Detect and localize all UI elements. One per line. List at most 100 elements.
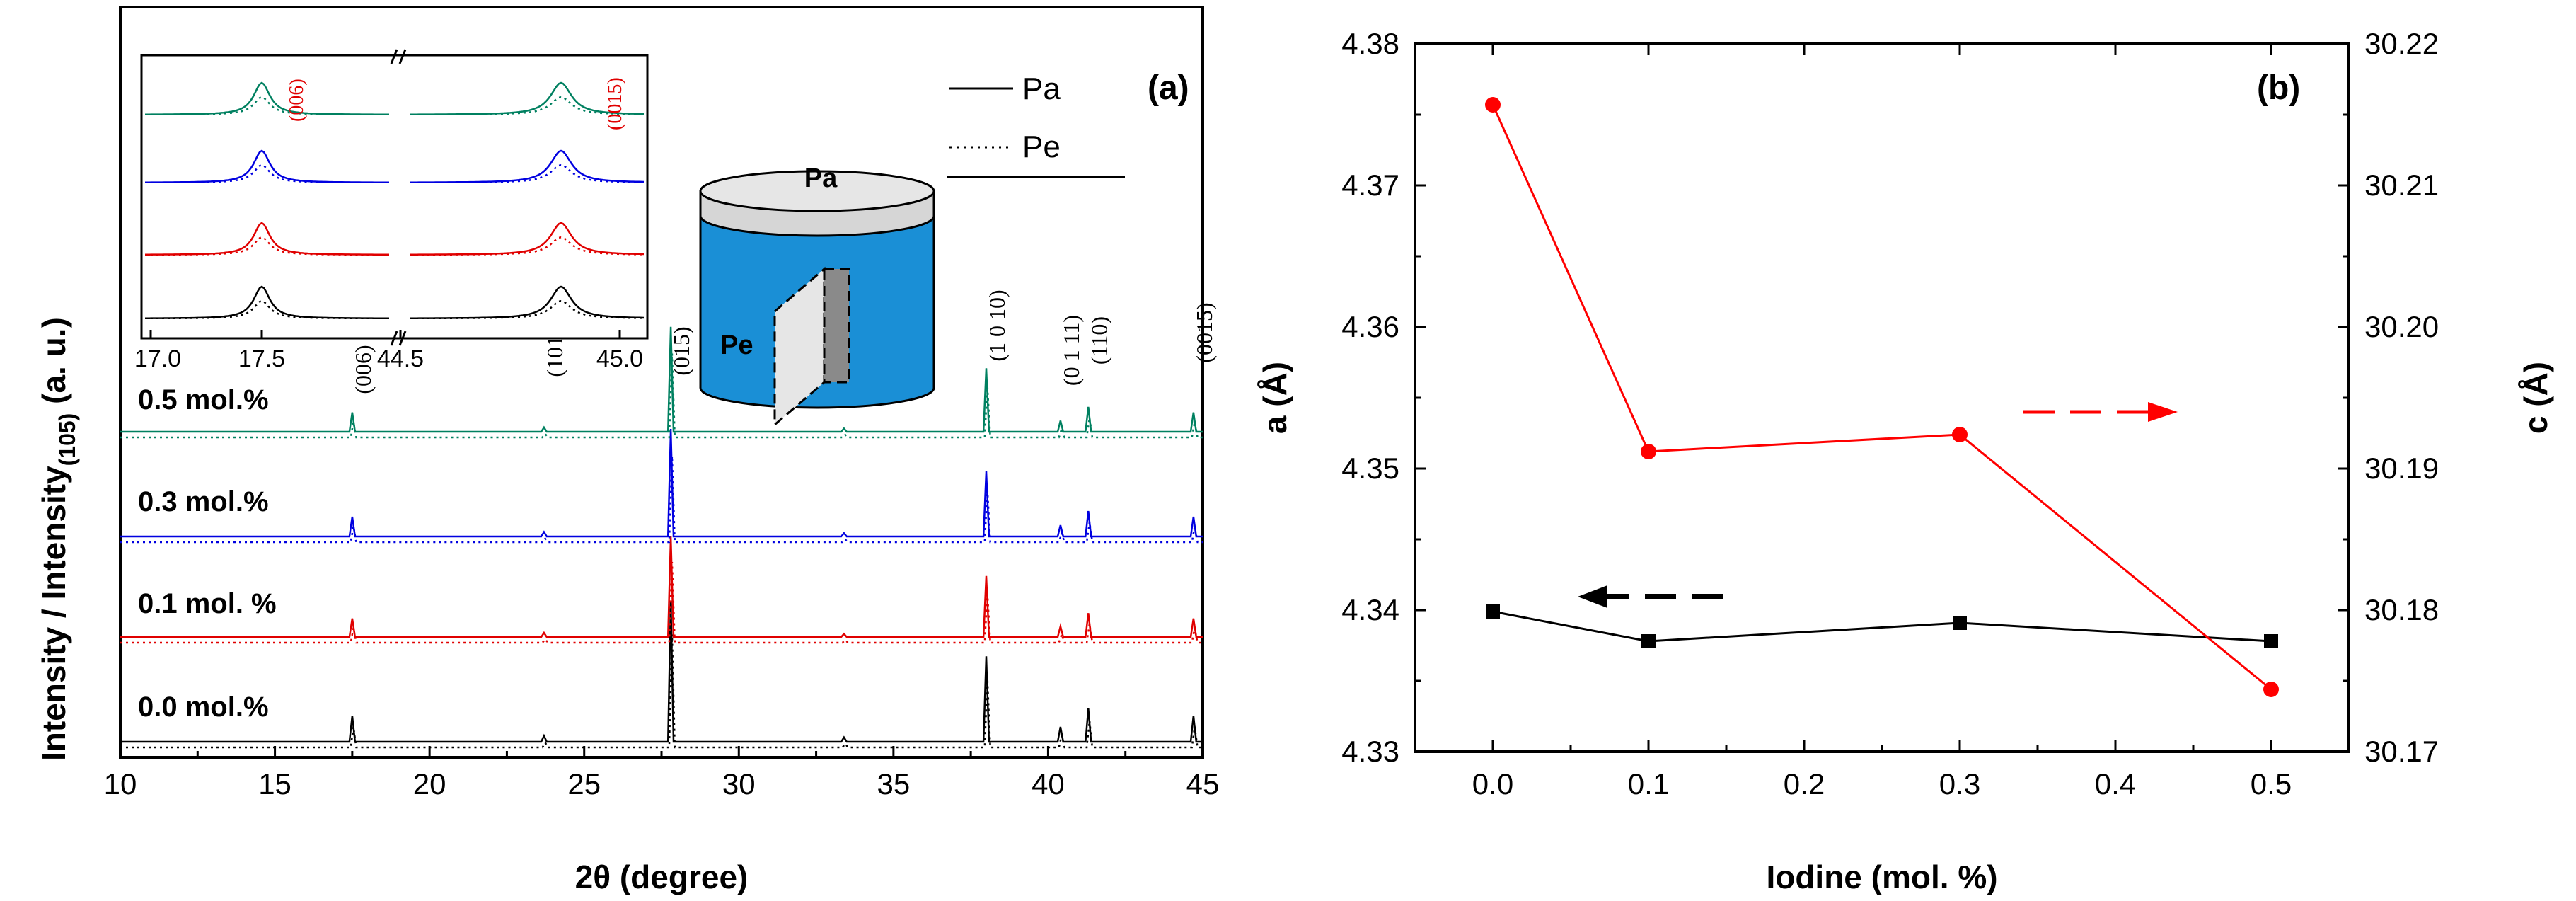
series-line-a bbox=[1492, 610, 2272, 643]
y-tick-label-right: 30.20 bbox=[2364, 310, 2439, 343]
panel-a-traces bbox=[120, 326, 1203, 749]
y-tick-label-left: 4.35 bbox=[1341, 452, 1399, 485]
panel-a-x-ticks: 10 15 20 25 30 35 40 45 bbox=[104, 746, 1220, 800]
cylinder-top bbox=[699, 170, 935, 212]
inset-trace-pa bbox=[410, 222, 645, 256]
x-tick-label: 15 bbox=[258, 767, 291, 800]
inset-trace-pa bbox=[410, 81, 645, 115]
x-tick-label: 25 bbox=[567, 767, 601, 800]
x-tick-label: 0.2 bbox=[1784, 767, 1825, 800]
panel-b-x-axis-title: Iodine (mol. %) bbox=[1766, 859, 1997, 895]
trace-pe-3 bbox=[120, 353, 1203, 439]
panel-a-y-axis-title: Intensity / Intensity(105) (a. u.) bbox=[35, 317, 80, 761]
point-c bbox=[1641, 444, 1656, 459]
trace-pe-0 bbox=[120, 634, 1203, 749]
point-a bbox=[2264, 634, 2278, 648]
peak-label: (006) bbox=[350, 345, 376, 394]
x-tick-label: 0.0 bbox=[1472, 767, 1513, 800]
inset-x-ticks: 17.0 17.5 44.5 45.0 bbox=[134, 330, 643, 372]
y-tick-label-right: 30.18 bbox=[2364, 593, 2439, 626]
y-tick-label-right: 30.21 bbox=[2364, 168, 2439, 202]
series-line-c bbox=[1491, 104, 2272, 691]
y-tick-label-right: 30.22 bbox=[2364, 27, 2439, 60]
slab-side bbox=[823, 268, 850, 384]
point-a bbox=[1486, 604, 1500, 619]
x-tick-label: 0.1 bbox=[1628, 767, 1669, 800]
y-tick-label-right: 30.17 bbox=[2364, 735, 2439, 768]
legend-pa-label: Pa bbox=[1022, 71, 1061, 106]
left-axis-arrow bbox=[1578, 585, 1723, 608]
inset-annotation-0015: (0015) bbox=[604, 77, 626, 130]
peak-label: (0 1 11) bbox=[1058, 315, 1084, 386]
peak-label: (1 0 10) bbox=[984, 289, 1010, 361]
panel-b-x-ticks: 0.0 0.1 0.2 0.3 0.4 0.5 bbox=[1472, 44, 2292, 800]
y-tick-label-left: 4.34 bbox=[1341, 593, 1399, 626]
inset-tick-label: 45.0 bbox=[596, 345, 643, 372]
inset-traces bbox=[145, 81, 645, 320]
point-c bbox=[2263, 682, 2279, 697]
y-tick-label-left: 4.36 bbox=[1341, 310, 1399, 343]
point-c bbox=[1952, 427, 1968, 442]
trace-pa-1 bbox=[120, 536, 1203, 638]
x-tick-label: 0.3 bbox=[1939, 767, 1980, 800]
inset-trace-pe bbox=[145, 236, 390, 256]
inset-axis-break bbox=[390, 49, 407, 346]
y-tick-label-left: 4.38 bbox=[1341, 27, 1399, 60]
point-c bbox=[1485, 97, 1501, 113]
panel-a-label: (a) bbox=[1148, 69, 1189, 107]
right-axis-arrow bbox=[2023, 402, 2178, 422]
inset-trace-pe bbox=[145, 299, 390, 320]
x-tick-label: 0.4 bbox=[2095, 767, 2136, 800]
x-tick-label: 10 bbox=[104, 767, 137, 800]
panel-a-trace-labels: 0.0 mol.% 0.1 mol. % 0.3 mol.% 0.5 mol.% bbox=[138, 384, 277, 723]
inset-trace-pe bbox=[145, 163, 390, 184]
inset-trace-pe bbox=[145, 96, 390, 116]
y-tick-label-left: 4.33 bbox=[1341, 735, 1399, 768]
y-tick-label-right: 30.19 bbox=[2364, 452, 2439, 485]
panel-a-inset: (006) (0015) 17.0 17.5 44.5 45.0 bbox=[134, 49, 649, 372]
trace-label: 0.3 mol.% bbox=[138, 486, 269, 517]
panel-b-right-y-ticks: 30.17 30.18 30.19 30.20 30.21 30.22 bbox=[2338, 27, 2439, 768]
trace-label: 0.0 mol.% bbox=[138, 691, 269, 723]
panel-b-right-axis-title: c (Å) bbox=[2517, 362, 2554, 434]
panel-b-series bbox=[1485, 97, 2279, 697]
inset-trace-pa bbox=[410, 285, 645, 319]
x-tick-label: 20 bbox=[413, 767, 446, 800]
panel-b-frame bbox=[1414, 42, 2350, 753]
trace-pa-0 bbox=[120, 600, 1203, 743]
trace-label: 0.5 mol.% bbox=[138, 384, 269, 415]
inset-tick-label: 17.5 bbox=[238, 345, 285, 372]
panel-b-lattice-chart: 0.0 0.1 0.2 0.3 0.4 0.5 4.334.344.354.364.374… bbox=[1257, 27, 2554, 895]
panel-b-label: (b) bbox=[2257, 69, 2300, 107]
trace-label: 0.1 mol. % bbox=[138, 588, 277, 619]
inset-tick-label: 44.5 bbox=[377, 345, 424, 372]
peak-label: (015) bbox=[669, 326, 694, 375]
point-a bbox=[1641, 634, 1656, 648]
peak-label: (110) bbox=[1086, 316, 1111, 365]
inset-frame bbox=[140, 54, 649, 340]
peak-label: (0015) bbox=[1191, 302, 1217, 362]
x-tick-label: 35 bbox=[877, 767, 910, 800]
diagram-label-top: Pa bbox=[804, 163, 838, 193]
inset-tick-label: 17.0 bbox=[134, 345, 181, 372]
panel-b-left-y-ticks: 4.33 4.34 4.35 4.36 4.37 4.38 bbox=[1341, 27, 1426, 768]
trace-pa-2 bbox=[120, 428, 1203, 538]
trace-pe-1 bbox=[120, 561, 1203, 644]
y-tick-label-left: 4.37 bbox=[1341, 168, 1399, 202]
point-a bbox=[1953, 616, 1967, 630]
sample-orientation-diagram: Pa Pe bbox=[699, 163, 935, 427]
x-tick-label: 45 bbox=[1186, 767, 1220, 800]
trace-pe-2 bbox=[120, 456, 1203, 544]
panel-a-x-axis-title: 2θ (degree) bbox=[575, 859, 749, 895]
legend-pe-label: Pe bbox=[1022, 130, 1061, 164]
trace-pa-3 bbox=[120, 326, 1203, 433]
inset-trace-pa bbox=[410, 149, 645, 183]
x-tick-label: 30 bbox=[722, 767, 756, 800]
panel-b-left-axis-title: a (Å) bbox=[1257, 362, 1293, 434]
x-tick-label: 40 bbox=[1032, 767, 1065, 800]
inset-annotation-006: (006) bbox=[286, 79, 308, 122]
diagram-label-side: Pe bbox=[720, 331, 753, 360]
panel-a-legend: Pa Pe (a) bbox=[947, 69, 1189, 178]
